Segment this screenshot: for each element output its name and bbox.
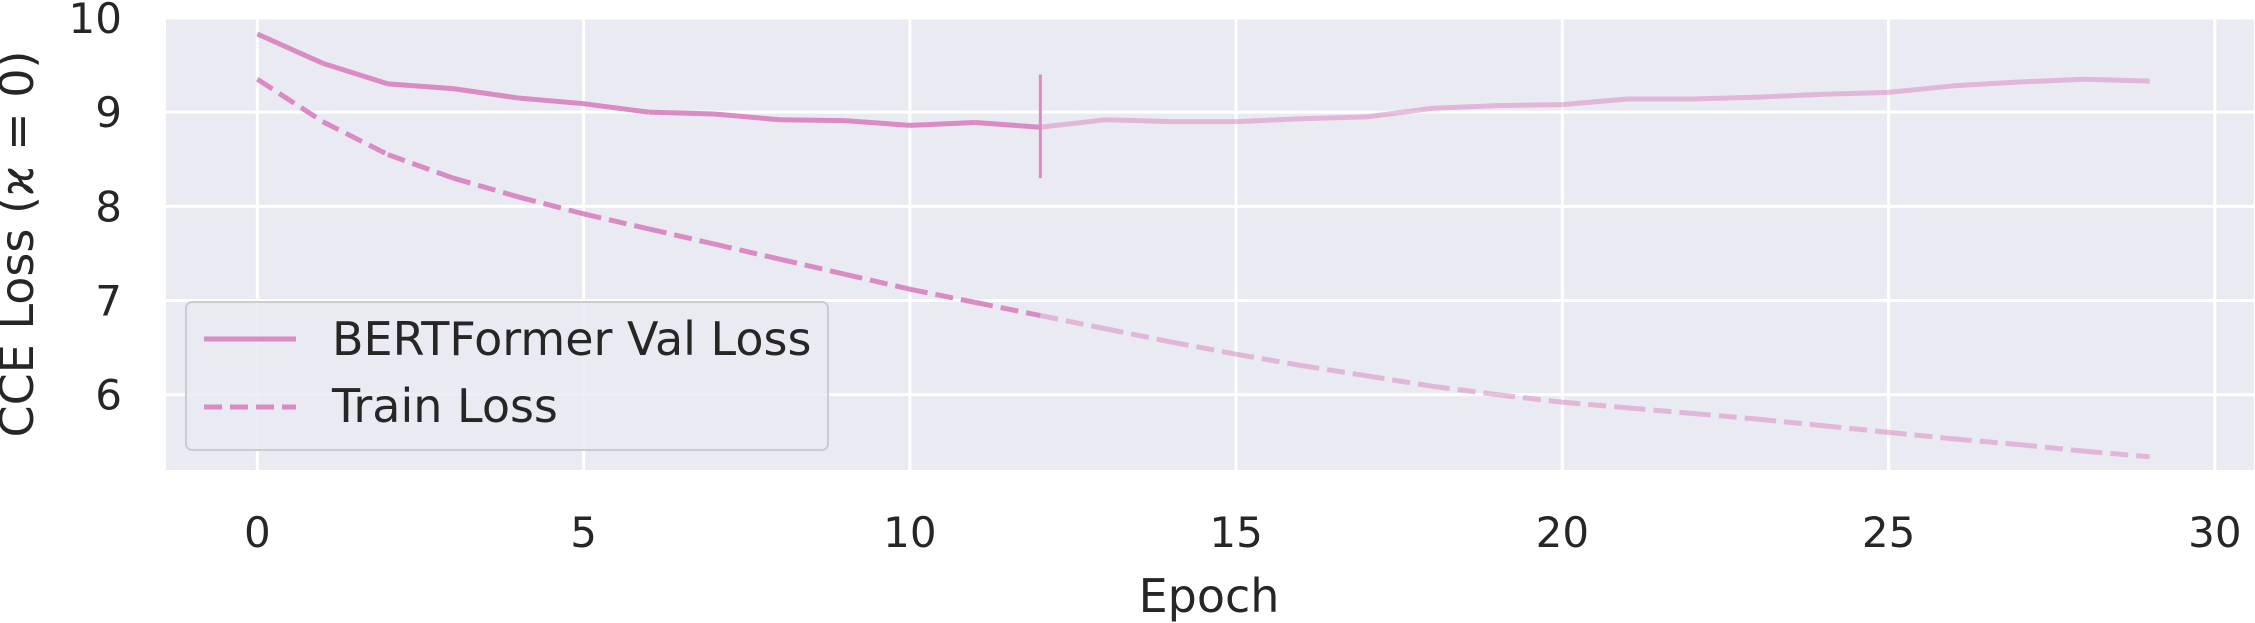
x-tick-label-5: 5 — [570, 508, 597, 557]
series-segment — [321, 119, 389, 157]
series-segment — [1823, 423, 1889, 435]
series-segment — [844, 118, 911, 128]
legend-label-train-loss: Train Loss — [331, 379, 558, 433]
series-segment — [1366, 373, 1433, 389]
series-segment — [974, 120, 1041, 130]
x-tick-label-0: 0 — [244, 508, 271, 557]
series-segment — [779, 117, 845, 124]
series-segment — [1497, 102, 1563, 109]
series-segment — [452, 86, 519, 101]
x-tick-label-25: 25 — [1862, 508, 1915, 557]
series-segment — [583, 211, 650, 232]
series-segment — [1496, 392, 1563, 405]
series-segment — [452, 175, 520, 200]
y-tick-label-7: 7 — [95, 277, 122, 326]
x-tick-label-30: 30 — [2188, 508, 2241, 557]
series-segment — [1562, 399, 1628, 411]
series-segment — [1431, 383, 1498, 398]
series-segment — [1627, 405, 1694, 416]
series-segment — [1953, 79, 2020, 89]
x-tick-label-10: 10 — [883, 508, 936, 557]
series-segment — [778, 256, 846, 277]
series-segment — [518, 95, 584, 107]
series-segment — [648, 109, 715, 117]
y-tick-label-10: 10 — [69, 0, 122, 43]
series-segment — [1431, 103, 1498, 111]
series-segment — [1040, 117, 1106, 130]
series-segment — [1757, 416, 1824, 429]
series-segment — [2084, 448, 2150, 460]
series-train-loss — [255, 77, 2150, 460]
y-tick-label-9: 9 — [95, 88, 122, 137]
series-layer — [255, 31, 2150, 460]
series-segment — [2084, 76, 2150, 84]
series-segment — [1823, 89, 1889, 97]
y-axis-label: CCE Loss (ϰ = 0) — [0, 51, 44, 438]
series-segment — [844, 271, 911, 292]
series-segment — [1692, 411, 1759, 422]
series-segment — [713, 241, 780, 262]
series-segment — [583, 101, 650, 115]
x-tick-label-15: 15 — [1209, 508, 1262, 557]
series-segment — [255, 77, 324, 124]
y-tick-label-8: 8 — [95, 182, 122, 231]
series-segment — [909, 120, 976, 128]
legend-label-val-loss: BERTFormer Val Loss — [332, 312, 811, 366]
series-segment — [713, 111, 780, 123]
series-segment — [1757, 91, 1824, 100]
series-val-loss — [256, 31, 2150, 130]
series-segment — [909, 286, 976, 305]
series-segment — [387, 81, 454, 92]
x-tick-label-20: 20 — [1536, 508, 1589, 557]
series-segment — [648, 226, 715, 247]
series-segment — [1366, 105, 1433, 120]
series-segment — [1170, 339, 1237, 357]
series-segment — [387, 152, 454, 181]
x-tick-labels: 0 5 10 15 20 25 30 — [244, 508, 2242, 557]
series-segment — [1301, 114, 1367, 122]
series-segment — [1888, 429, 1955, 442]
series-segment — [517, 194, 585, 217]
series-segment — [256, 31, 324, 66]
series-segment — [1235, 116, 1302, 125]
series-segment — [2018, 76, 2085, 85]
series-segment — [1692, 94, 1759, 102]
legend: BERTFormer Val Loss Train Loss — [185, 301, 829, 451]
series-segment — [1888, 83, 1955, 95]
series-segment — [1953, 436, 2020, 448]
series-segment — [1105, 117, 1171, 125]
series-segment — [1235, 351, 1302, 368]
series-segment — [2018, 442, 2085, 454]
y-tick-label-6: 6 — [95, 371, 122, 420]
series-segment — [321, 60, 389, 87]
series-segment — [1562, 96, 1628, 108]
y-tick-labels: 6 7 8 9 10 — [69, 0, 122, 420]
series-segment — [1105, 326, 1172, 345]
series-segment — [1039, 313, 1107, 332]
legend-box — [185, 301, 829, 451]
series-segment — [1300, 363, 1367, 379]
series-segment — [974, 299, 1041, 319]
x-axis-label: Epoch — [1139, 569, 1280, 623]
